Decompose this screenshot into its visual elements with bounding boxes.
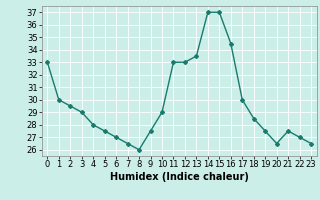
X-axis label: Humidex (Indice chaleur): Humidex (Indice chaleur) [110, 172, 249, 182]
